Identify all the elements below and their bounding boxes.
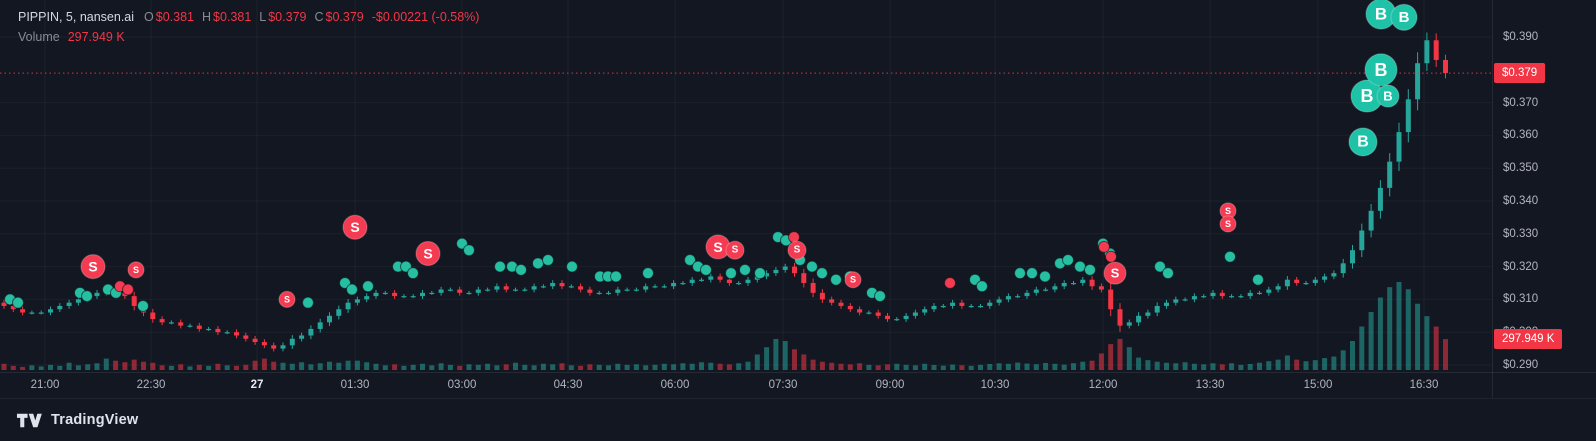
svg-text:S: S xyxy=(133,265,139,275)
svg-text:B: B xyxy=(1375,60,1388,80)
time-label: 07:30 xyxy=(768,379,798,391)
ohlc-open: O $0.381 xyxy=(144,10,195,24)
time-label: 15:00 xyxy=(1303,379,1333,391)
svg-text:B: B xyxy=(1383,89,1392,104)
price-axis-label: $0.370 xyxy=(1503,96,1539,109)
legend-volume-row: Volume 297.949 K xyxy=(18,27,479,47)
price-axis-label: $0.310 xyxy=(1503,293,1539,306)
signal-dots xyxy=(4,231,1264,312)
legend: PIPPIN, 5, nansen.ai O $0.381 H $0.381 L $0… xyxy=(18,7,479,47)
buy-markers: BB BBB B xyxy=(1348,0,1418,157)
time-label: 04:30 xyxy=(553,379,583,391)
svg-text:B: B xyxy=(1399,9,1410,26)
candles xyxy=(1,32,1448,352)
legend-ohlc-row: PIPPIN, 5, nansen.ai O $0.381 H $0.381 L $0… xyxy=(18,7,479,27)
price-axis[interactable]: $0.379 297.949 K $0.390 $0.370 $0.360 $0.35… xyxy=(1492,0,1596,398)
price-axis-label: $0.340 xyxy=(1503,195,1539,207)
ohlc-close: C $0.379 xyxy=(314,10,364,24)
ohlc-low: L $0.379 xyxy=(259,10,307,24)
time-label: 09:00 xyxy=(875,379,905,391)
svg-text:S: S xyxy=(284,294,290,304)
time-label: 16:30 xyxy=(1409,379,1439,391)
tradingview-brand-text: TradingView xyxy=(51,412,139,428)
tradingview-logo-link[interactable]: TradingView xyxy=(16,412,138,429)
svg-text:S: S xyxy=(423,245,432,261)
price-axis-label: $0.290 xyxy=(1503,359,1539,371)
change-value: -$0.00221 (-0.58%) xyxy=(371,10,480,24)
svg-text:S: S xyxy=(713,239,722,255)
svg-text:S: S xyxy=(794,245,801,256)
svg-text:B: B xyxy=(1361,86,1374,106)
price-axis-label: $0.360 xyxy=(1503,129,1539,142)
volume-badge: 297.949 K xyxy=(1494,329,1563,350)
svg-text:S: S xyxy=(850,275,856,285)
price-axis-label: $0.390 xyxy=(1503,31,1539,43)
time-axis-separator xyxy=(0,372,1596,373)
time-label: 01:30 xyxy=(340,379,370,391)
grid-lines xyxy=(0,0,1492,372)
volume-label[interactable]: Volume xyxy=(18,30,60,44)
footer-bar: TradingView xyxy=(0,398,1596,441)
time-label: 06:00 xyxy=(660,379,690,391)
price-axis-label: $0.330 xyxy=(1503,227,1539,240)
last-price-badge: $0.379 xyxy=(1494,63,1546,84)
svg-text:S: S xyxy=(1111,266,1120,281)
time-label: 10:30 xyxy=(980,379,1010,391)
svg-text:S: S xyxy=(1225,219,1231,229)
svg-text:S: S xyxy=(1225,206,1231,216)
symbol-title[interactable]: PIPPIN, 5, nansen.ai xyxy=(18,10,135,24)
time-label: 13:30 xyxy=(1195,379,1225,391)
svg-text:S: S xyxy=(88,259,97,275)
time-axis[interactable]: 21:00 22:30 27 01:30 03:00 04:30 06:00 07:30 09:… xyxy=(0,372,1492,398)
price-axis-label: $0.320 xyxy=(1503,260,1539,273)
ohlc-high: H $0.381 xyxy=(202,10,252,24)
time-label: 27 xyxy=(250,379,264,391)
time-label: 12:00 xyxy=(1088,379,1118,391)
volume-bars xyxy=(1,282,1448,370)
time-label: 22:30 xyxy=(136,379,166,391)
price-axis-label: $0.350 xyxy=(1503,162,1539,175)
svg-text:B: B xyxy=(1357,133,1369,150)
svg-text:B: B xyxy=(1375,5,1387,24)
volume-value: 297.949 K xyxy=(67,30,125,44)
time-label: 21:00 xyxy=(30,379,60,391)
svg-text:S: S xyxy=(732,245,739,256)
tradingview-logo-icon xyxy=(16,413,42,427)
time-label: 03:00 xyxy=(447,379,477,391)
svg-text:S: S xyxy=(350,219,359,235)
